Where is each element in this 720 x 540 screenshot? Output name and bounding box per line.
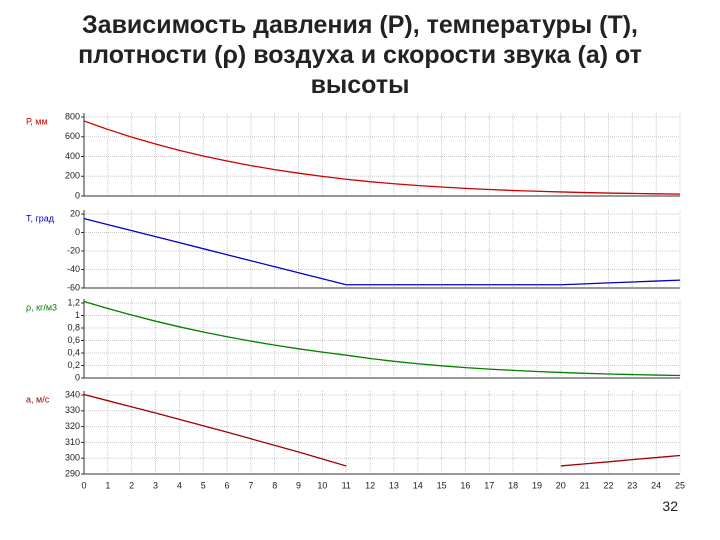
- y-tick-label: 290: [65, 468, 80, 478]
- x-tick-label: 21: [580, 480, 590, 490]
- y-tick-label: 800: [65, 111, 80, 121]
- y-tick-label: 0: [75, 227, 80, 237]
- x-tick-label: 23: [627, 480, 637, 490]
- x-tick-label: 9: [296, 480, 301, 490]
- title-line: Зависимость давления (Р), температуры (Т…: [82, 11, 638, 39]
- y-tick-label: -60: [67, 282, 80, 292]
- slide-title: Зависимость давления (Р), температуры (Т…: [0, 10, 720, 100]
- x-tick-label: 11: [342, 480, 351, 490]
- x-tick-label: 15: [437, 480, 447, 490]
- y-tick-label: 200: [65, 171, 80, 181]
- x-tick-label: 24: [651, 480, 661, 490]
- x-tick-label: 0: [81, 480, 86, 490]
- x-tick-label: 19: [532, 480, 542, 490]
- x-tick-label: 12: [365, 480, 375, 490]
- x-tick-label: 3: [153, 480, 158, 490]
- title-line: высоты: [310, 71, 410, 99]
- y-tick-label: 1,2: [67, 297, 80, 307]
- page-number: 32: [662, 498, 678, 514]
- y-tick-label: 400: [65, 151, 80, 161]
- x-tick-label: 8: [272, 480, 277, 490]
- y-tick-label: 0,6: [67, 335, 80, 345]
- x-tick-label: 13: [389, 480, 399, 490]
- data-line: [83, 393, 681, 467]
- y-tick-label: 0,8: [67, 322, 80, 332]
- y-axis-label: Т, град: [26, 213, 55, 223]
- y-tick-label: 20: [70, 208, 80, 218]
- y-tick-label: 0: [75, 372, 80, 382]
- x-tick-label: 10: [317, 480, 327, 490]
- x-tick-label: 25: [675, 480, 685, 490]
- x-tick-label: 16: [460, 480, 470, 490]
- y-axis-label: а, м/с: [26, 394, 50, 404]
- y-tick-label: 300: [65, 453, 80, 463]
- x-tick-label: 18: [508, 480, 518, 490]
- x-tick-label: 7: [248, 480, 253, 490]
- data-line: [83, 120, 681, 195]
- y-tick-label: 310: [65, 437, 80, 447]
- x-tick-label: 22: [603, 480, 613, 490]
- x-tick-label: 5: [201, 480, 206, 490]
- data-line: [83, 300, 681, 377]
- y-tick-label: 330: [65, 405, 80, 415]
- y-tick-label: -40: [67, 264, 80, 274]
- y-tick-label: 0,2: [67, 360, 80, 370]
- data-line: [83, 217, 681, 286]
- y-tick-label: 340: [65, 389, 80, 399]
- x-tick-label: 4: [177, 480, 182, 490]
- y-axis-label: ρ, кг/м3: [26, 302, 57, 312]
- x-tick-label: 6: [225, 480, 230, 490]
- y-tick-label: 320: [65, 421, 80, 431]
- x-tick-label: 14: [413, 480, 423, 490]
- y-tick-label: 1: [75, 310, 80, 320]
- y-axis-label: Р, мм: [26, 116, 48, 126]
- x-tick-label: 20: [556, 480, 566, 490]
- y-tick-label: 600: [65, 131, 80, 141]
- x-tick-label: 1: [105, 480, 110, 490]
- y-tick-label: -20: [67, 245, 80, 255]
- title-line: плотности (ρ) воздуха и скорости звука (…: [78, 41, 642, 69]
- x-tick-label: 17: [484, 480, 494, 490]
- y-tick-label: 0: [75, 190, 80, 200]
- y-tick-label: 0,4: [67, 347, 80, 357]
- x-tick-label: 2: [129, 480, 134, 490]
